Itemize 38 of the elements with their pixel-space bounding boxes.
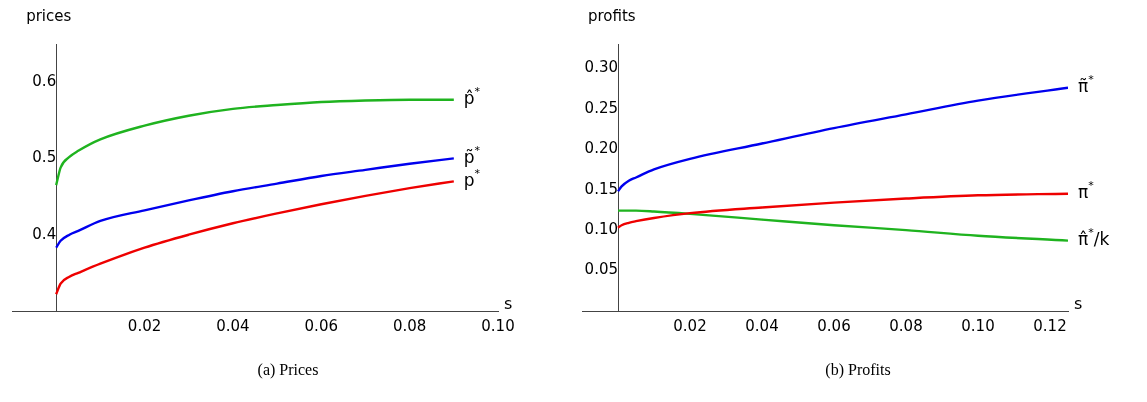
- y-tick-label: 0.6: [32, 72, 57, 91]
- line-series: [54, 180, 456, 296]
- y-tick-label: 0.05: [584, 260, 618, 279]
- line-series: [54, 98, 456, 187]
- x-tick-label: 0.02: [127, 316, 162, 335]
- series-label: p̂*: [463, 84, 481, 109]
- line-series: [616, 86, 1068, 193]
- y-tick-label: 0.20: [584, 139, 618, 158]
- series-label: π̂*/k: [1078, 225, 1110, 250]
- series-label: π̃*: [1078, 72, 1095, 97]
- series-label: p̃*: [463, 143, 481, 167]
- x-tick-label: 0.08: [392, 316, 427, 335]
- series-label: p*: [463, 166, 481, 190]
- x-tick-label: 0.08: [889, 316, 923, 335]
- x-axis-title: s: [504, 294, 513, 314]
- text: (a) Prices: [257, 361, 319, 379]
- line-series: [616, 209, 1068, 242]
- x-tick-label: 0.06: [817, 316, 851, 335]
- x-tick-label: 0.10: [961, 316, 995, 335]
- x-tick-label: 0.02: [673, 316, 707, 335]
- line-series: [54, 157, 456, 249]
- x-tick-label: 0.04: [745, 316, 779, 335]
- y-tick-label: 0.10: [584, 219, 618, 238]
- y-tick-label: 0.25: [584, 98, 618, 117]
- y-tick-label: 0.15: [584, 179, 618, 198]
- series-label: π*: [1078, 178, 1095, 203]
- x-tick-label: 0.04: [216, 316, 250, 335]
- x-axis-title: s: [1074, 294, 1083, 314]
- x-tick-label: 0.06: [304, 316, 338, 335]
- line-series: [616, 192, 1068, 229]
- y-tick-label: 0.30: [584, 58, 618, 77]
- y-axis-title: profits: [588, 7, 636, 26]
- x-tick-label: 0.10: [481, 316, 515, 335]
- y-axis-title: prices: [26, 7, 72, 26]
- y-tick-label: 0.5: [32, 148, 57, 167]
- y-tick-label: 0.4: [32, 224, 57, 243]
- x-tick-label: 0.12: [1033, 316, 1067, 335]
- text: (b) Profits: [825, 361, 891, 379]
